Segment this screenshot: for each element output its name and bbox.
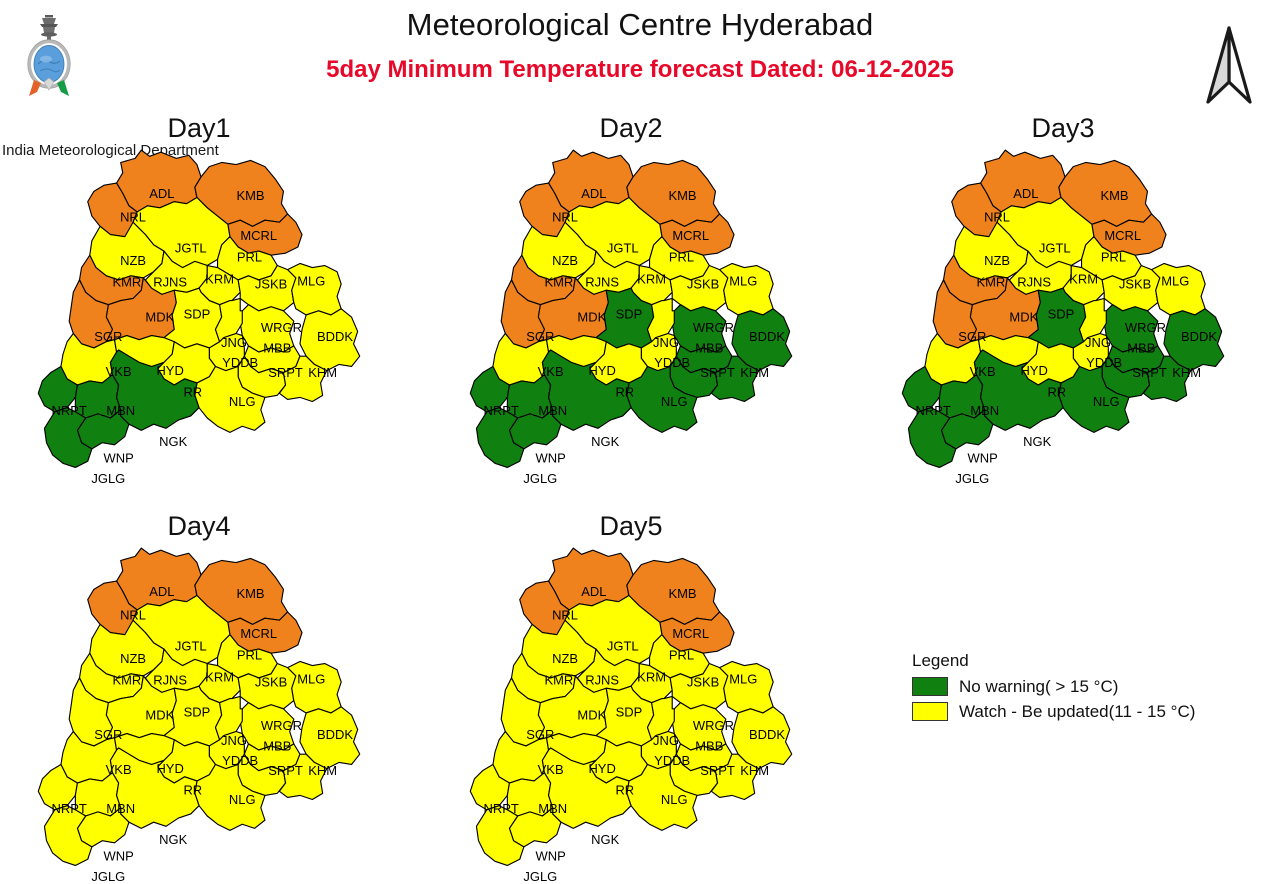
legend-item-watch: Watch - Be updated(11 - 15 °C) (912, 699, 1272, 723)
district-ngk[interactable]: Nagarkurnool (109, 349, 200, 431)
district-mlg[interactable]: Mulugu (287, 660, 342, 714)
map-day5[interactable]: AdilabadKumram BheemNirmalMancherialJagt… (466, 544, 796, 884)
forecast-panel-day4: Day4 AdilabadKumram BheemNirmalMancheria… (34, 510, 364, 884)
district-wrgr[interactable]: Warangal (239, 702, 295, 751)
map-day2[interactable]: AdilabadKumram BheemNirmalMancherialJagt… (466, 146, 796, 486)
district-label-ngk: NGK (591, 832, 619, 847)
district-jglg[interactable]: Jogulamba Gadwal (907, 407, 957, 469)
telangana-district-choropleth: AdilabadKumram BheemNirmalMancherialJagt… (469, 547, 793, 884)
district-jglg[interactable]: Jogulamba Gadwal (43, 407, 93, 469)
panel-title-day1: Day1 (167, 113, 231, 143)
district-bddk[interactable]: Bhadradri Kothagudem (1163, 308, 1225, 372)
district-mlg[interactable]: Mulugu (719, 660, 774, 714)
forecast-panel-day2: Day2 AdilabadKumram BheemNirmalMancheria… (466, 112, 796, 486)
district-bddk[interactable]: Bhadradri Kothagudem (299, 308, 361, 372)
district-jglg[interactable]: Jogulamba Gadwal (475, 407, 525, 469)
district-wrgr[interactable]: Warangal (671, 304, 727, 353)
district-ngk[interactable]: Nagarkurnool (973, 349, 1064, 431)
forecast-panel-day5: Day5 AdilabadKumram BheemNirmalMancheria… (466, 510, 796, 884)
district-label-wnp: WNP (536, 451, 566, 466)
legend-label-no-warning: No warning( > 15 °C) (959, 676, 1119, 696)
district-label-jglg: JGLG (523, 869, 557, 884)
district-wrgr[interactable]: Warangal (239, 304, 295, 353)
legend-swatch-no-warning (912, 676, 948, 696)
district-bddk[interactable]: Bhadradri Kothagudem (731, 308, 793, 372)
district-jng[interactable]: Jangaon (646, 297, 675, 343)
page-title: Meteorological Centre Hyderabad (406, 7, 874, 42)
district-mlg[interactable]: Mulugu (1151, 262, 1206, 316)
district-label-ngk: NGK (1023, 434, 1051, 449)
map-day3[interactable]: AdilabadKumram BheemNirmalMancherialJagt… (898, 146, 1228, 486)
forecast-panel-day1: Day1 AdilabadKumram BheemNirmalMancheria… (34, 112, 364, 486)
district-jng[interactable]: Jangaon (214, 297, 243, 343)
north-arrow-icon (1206, 26, 1252, 104)
district-label-wnp: WNP (104, 849, 134, 864)
legend-swatch-watch (912, 701, 948, 721)
district-wrgr[interactable]: Warangal (1103, 304, 1159, 353)
panel-title-day3: Day3 (1031, 113, 1095, 143)
district-mlg[interactable]: Mulugu (719, 262, 774, 316)
district-label-jglg: JGLG (91, 869, 125, 884)
panel-title-day5: Day5 (599, 511, 663, 541)
district-label-wnp: WNP (536, 849, 566, 864)
district-wrgr[interactable]: Warangal (671, 702, 727, 751)
telangana-district-choropleth: AdilabadKumram BheemNirmalMancherialJagt… (37, 547, 361, 884)
map-day1[interactable]: AdilabadKumram BheemNirmalMancherialJagt… (34, 146, 364, 486)
panel-title-day2: Day2 (599, 113, 663, 143)
forecast-panel-day3: Day3 AdilabadKumram BheemNirmalMancheria… (898, 112, 1228, 486)
legend-label-watch: Watch - Be updated(11 - 15 °C) (959, 701, 1196, 721)
legend-title: Legend (912, 651, 969, 670)
legend-item-no-warning: No warning( > 15 °C) (912, 674, 1272, 698)
district-label-ngk: NGK (591, 434, 619, 449)
district-khm[interactable]: Khammam (278, 355, 328, 403)
district-label-wnp: WNP (968, 451, 998, 466)
india-meteorological-department-emblem (27, 15, 71, 96)
district-khm[interactable]: Khammam (710, 355, 760, 403)
district-label-ngk: NGK (159, 832, 187, 847)
district-ngk[interactable]: Nagarkurnool (541, 349, 632, 431)
district-label-wnp: WNP (104, 451, 134, 466)
district-label-jglg: JGLG (91, 471, 125, 486)
district-label-jglg: JGLG (955, 471, 989, 486)
telangana-district-choropleth: AdilabadKumram BheemNirmalMancherialJagt… (469, 149, 793, 486)
district-jng[interactable]: Jangaon (1078, 297, 1107, 343)
telangana-district-choropleth: AdilabadKumram BheemNirmalMancherialJagt… (37, 149, 361, 486)
forecast-subtitle: 5day Minimum Temperature forecast Dated:… (326, 56, 954, 83)
district-label-jglg: JGLG (523, 471, 557, 486)
district-khm[interactable]: Khammam (1142, 355, 1192, 403)
district-mlg[interactable]: Mulugu (287, 262, 342, 316)
map-day4[interactable]: AdilabadKumram BheemNirmalMancherialJagt… (34, 544, 364, 884)
panel-title-day4: Day4 (167, 511, 231, 541)
telangana-district-choropleth: AdilabadKumram BheemNirmalMancherialJagt… (901, 149, 1225, 486)
legend: Legend No warning( > 15 °C) Watch - Be u… (912, 650, 1272, 723)
district-label-ngk: NGK (159, 434, 187, 449)
